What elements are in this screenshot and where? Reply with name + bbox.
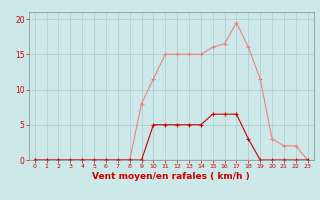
X-axis label: Vent moyen/en rafales ( km/h ): Vent moyen/en rafales ( km/h ) <box>92 172 250 181</box>
